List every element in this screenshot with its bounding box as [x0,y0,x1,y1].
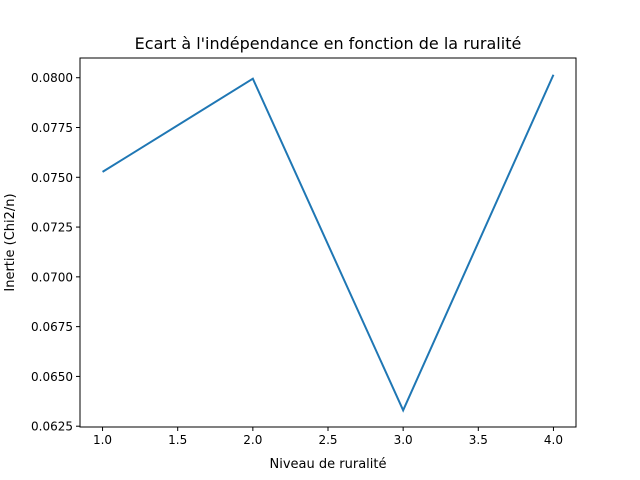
y-tick-label: 0.0700 [31,270,73,284]
x-tick-label: 2.0 [243,433,262,447]
y-axis-label: Inertie (Chi2/n) [3,193,18,291]
y-axis-ticks: 0.0625 0.0650 0.0675 0.0700 0.0725 0.0750 0.07… [31,71,80,434]
x-tick-label: 4.0 [544,433,563,447]
series-line-0 [102,74,555,413]
y-tick-label: 0.0675 [31,320,73,334]
plot-area-frame [79,57,577,428]
y-tick-label: 0.0625 [31,420,73,434]
x-tick-label: 3.5 [469,433,488,447]
x-axis-ticks: 1.0 1.5 2.0 2.5 3.0 3.5 4.0 [93,427,563,447]
chart-title: Ecart à l'indépendance en fonction de la… [135,34,522,53]
x-tick-label: 1.0 [93,433,112,447]
y-tick-label: 0.0800 [31,71,73,85]
x-tick-label: 2.5 [318,433,337,447]
x-axis-label: Niveau de ruralité [270,457,387,472]
y-tick-label: 0.0750 [31,171,73,185]
y-tick-label: 0.0775 [31,121,73,135]
y-tick-label: 0.0725 [31,221,73,235]
series-layer [102,74,555,413]
x-tick-label: 1.5 [168,433,187,447]
x-tick-label: 3.0 [394,433,413,447]
y-tick-label: 0.0650 [31,370,73,384]
